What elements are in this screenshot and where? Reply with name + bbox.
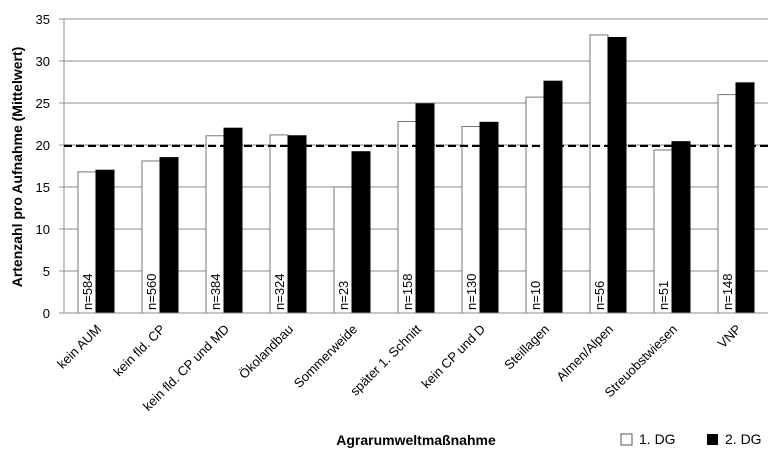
bar-n-label: n=51 xyxy=(656,281,671,310)
bar-n-label: n=23 xyxy=(336,281,351,310)
y-axis: 0 5 10 15 20 25 30 35 xyxy=(36,12,65,321)
y-axis-title: Artenzahl pro Aufnahme (Mittelwert) xyxy=(9,47,25,288)
bar-n-label: n=1209 xyxy=(98,266,113,310)
bar-n-label: n=130 xyxy=(464,273,479,310)
y-tick-label: 15 xyxy=(36,180,50,195)
bar-dg1 xyxy=(589,34,609,314)
y-tick-label: 30 xyxy=(36,54,50,69)
x-tick-label: VNP xyxy=(715,322,745,352)
legend-swatch-dg1 xyxy=(620,433,633,446)
bar-n-label: n=68 xyxy=(354,281,369,310)
y-tick-label: 35 xyxy=(36,12,50,27)
x-axis-title: Agrarumweltmaßnahme xyxy=(336,432,496,448)
y-tick-label: 20 xyxy=(36,138,50,153)
bar-n-label: n=56 xyxy=(592,281,607,310)
legend-swatch-dg2 xyxy=(707,434,718,445)
bar-n-label: n=148 xyxy=(720,273,735,310)
bar-n-label: n=10 xyxy=(528,281,543,310)
y-tick-label: 5 xyxy=(43,264,50,279)
bar-n-label: n=274 xyxy=(226,273,241,310)
x-tick-label: kein CP und D xyxy=(418,322,488,392)
bar-n-label: n=114 xyxy=(482,274,497,310)
x-tick-label: Almen/Alpen xyxy=(553,322,616,385)
bar-n-label: n=584 xyxy=(80,273,95,310)
bar-n-label: n=30 xyxy=(674,281,689,310)
legend: 1. DG 2. DG xyxy=(620,431,762,447)
bar-n-label: n=158 xyxy=(400,273,415,310)
bar-n-label: n=324 xyxy=(272,273,287,310)
bar-n-label: n=105 xyxy=(162,273,177,310)
legend-label-dg1: 1. DG xyxy=(639,431,676,447)
bar-n-label: n=289 xyxy=(290,273,305,310)
bar-n-label: n=29 xyxy=(418,281,433,310)
x-tick-label: Steillagen xyxy=(501,322,552,373)
legend-label-dg2: 2. DG xyxy=(725,431,762,447)
x-tick-label: kein fld. CP xyxy=(111,322,169,380)
bar-dg2 xyxy=(607,36,627,314)
bar-dg1 xyxy=(525,96,545,314)
bar-n-label: n=63 xyxy=(610,281,625,310)
y-tick-label: 25 xyxy=(36,96,50,111)
y-tick-label: 10 xyxy=(36,222,50,237)
x-tick-label: Ökolandbau xyxy=(236,322,296,382)
bars: n=584 n=1209 n=560 n=105 n=384 n=274 n=324 n=28… xyxy=(77,34,755,314)
x-tick-label: kein AUM xyxy=(54,322,104,372)
bar-n-label: n=199 xyxy=(738,273,753,310)
bar-n-label: n=12 xyxy=(546,281,561,310)
bar-dg2 xyxy=(543,80,563,314)
bar-n-label: n=384 xyxy=(208,273,223,310)
x-tick-label: Sommerweide xyxy=(291,322,360,391)
y-tick-label: 0 xyxy=(43,306,50,321)
bar-n-label: n=560 xyxy=(144,273,159,310)
